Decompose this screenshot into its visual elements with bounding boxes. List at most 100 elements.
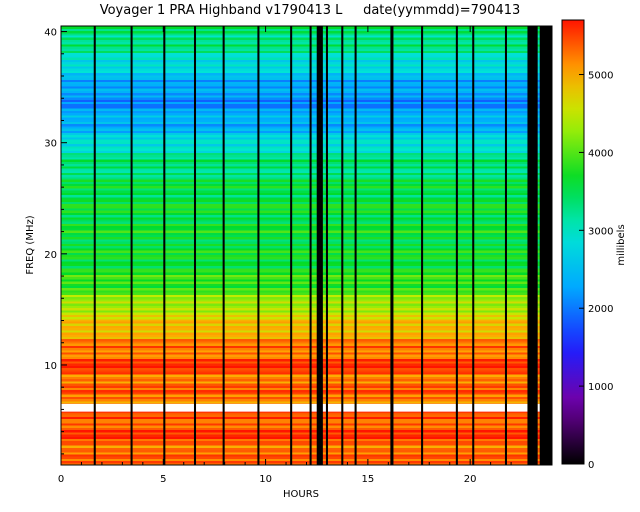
data-gap	[390, 26, 394, 465]
heatmap-row	[61, 210, 552, 213]
heatmap-row	[61, 318, 552, 322]
heatmap-row	[61, 172, 552, 176]
heatmap-row	[61, 391, 552, 395]
heatmap-row	[61, 108, 552, 111]
heatmap-row	[61, 105, 552, 109]
data-gap	[163, 26, 166, 465]
heatmap-row	[61, 225, 552, 229]
heatmap-row	[61, 194, 552, 198]
heatmap-row	[61, 183, 552, 187]
heatmap-row	[61, 212, 552, 216]
heatmap-row	[61, 347, 552, 351]
heatmap-row	[61, 88, 552, 91]
data-gap	[193, 26, 197, 465]
heatmap-row	[61, 385, 552, 388]
heatmap-row	[61, 57, 552, 60]
heatmap-row	[61, 438, 552, 442]
heatmap-row	[61, 125, 552, 129]
heatmap-row	[61, 170, 552, 173]
heatmap-row	[61, 136, 552, 140]
heatmap-row	[61, 74, 552, 78]
heatmap-row	[61, 303, 552, 306]
heatmap-row	[61, 411, 552, 415]
heatmap-row	[61, 296, 552, 300]
heatmap-row	[61, 61, 552, 65]
heatmap-row	[61, 119, 552, 122]
heatmap-row	[61, 114, 552, 118]
data-gap	[504, 26, 507, 465]
heatmap-row	[61, 425, 552, 428]
heatmap-row	[61, 150, 552, 153]
heatmap-row	[61, 45, 552, 49]
heatmap-row	[61, 132, 552, 136]
heatmap-row	[61, 85, 552, 89]
heatmap-row	[61, 72, 552, 76]
heatmap-row	[61, 436, 552, 439]
heatmap-row	[61, 50, 552, 54]
heatmap-row	[61, 367, 552, 371]
heatmap-row	[61, 331, 552, 335]
heatmap-row	[61, 238, 552, 242]
heatmap-row	[61, 358, 552, 362]
heatmap-row	[61, 369, 552, 373]
heatmap-row	[61, 449, 552, 453]
y-axis-label: FREQ (MHz)	[25, 215, 36, 274]
heatmap-row	[61, 287, 552, 291]
heatmap-row	[61, 283, 552, 287]
heatmap-row	[61, 351, 552, 355]
heatmap-row	[61, 338, 552, 342]
x-tick-label: 10	[259, 474, 272, 485]
data-gap	[341, 26, 344, 465]
heatmap-row	[61, 400, 552, 404]
heatmap-row	[61, 442, 552, 446]
heatmap-row	[61, 276, 552, 280]
heatmap-row	[61, 218, 552, 222]
heatmap-row	[61, 314, 552, 318]
heatmap-row	[61, 249, 552, 253]
heatmap-row	[61, 185, 552, 189]
saturated-band	[61, 403, 552, 412]
heatmap-row	[61, 110, 552, 114]
heatmap-row	[61, 81, 552, 85]
heatmap-row	[61, 232, 552, 236]
heatmap-row	[61, 354, 552, 357]
heatmap-row	[61, 316, 552, 320]
heatmap-row	[61, 429, 552, 433]
heatmap-row	[61, 365, 552, 369]
heatmap-row	[61, 37, 552, 40]
y-tick-label: 40	[44, 28, 57, 39]
data-gap	[257, 26, 260, 465]
heatmap-row	[61, 252, 552, 255]
data-gap	[130, 26, 133, 465]
heatmap-row	[61, 30, 552, 34]
data-gap	[222, 26, 225, 465]
heatmap-row	[61, 325, 552, 329]
heatmap-row	[61, 456, 552, 459]
heatmap-row	[61, 243, 552, 247]
x-tick-label: 5	[160, 474, 166, 485]
heatmap-row	[61, 374, 552, 377]
heatmap-row	[61, 214, 552, 218]
heatmap-row	[61, 65, 552, 69]
heatmap-row	[61, 156, 552, 160]
heatmap-row	[61, 159, 552, 162]
heatmap-row	[61, 247, 552, 251]
heatmap-row	[61, 83, 552, 87]
data-gap	[316, 26, 323, 465]
data-gap	[325, 26, 328, 465]
heatmap-row	[61, 154, 552, 158]
heatmap-row	[61, 334, 552, 338]
heatmap-row	[61, 48, 552, 51]
data-gap	[472, 26, 475, 465]
heatmap-row	[61, 269, 552, 273]
colorbar-label: millibels	[616, 224, 627, 265]
heatmap-row	[61, 161, 552, 165]
heatmap-row	[61, 343, 552, 346]
heatmap-row	[61, 363, 552, 366]
heatmap-row	[61, 427, 552, 431]
heatmap-row	[61, 203, 552, 207]
colorbar-tick-label: 1000	[588, 382, 613, 393]
data-gap	[455, 26, 458, 465]
heatmap-row	[61, 34, 552, 38]
heatmap-row	[61, 234, 552, 238]
